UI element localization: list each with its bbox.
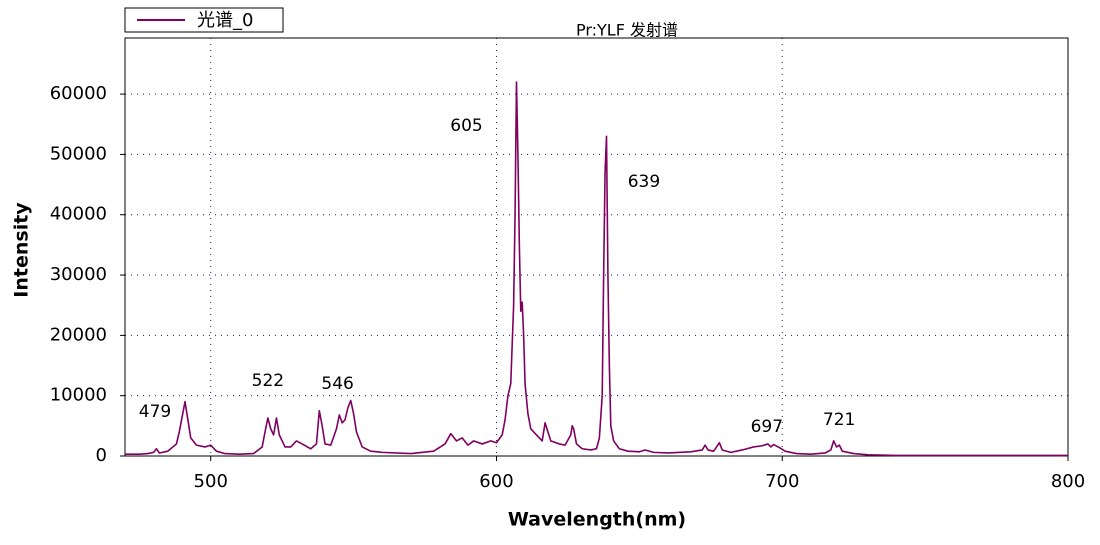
y-tick-label: 0 (96, 445, 107, 466)
spectrum-line (125, 81, 1068, 457)
x-tick-label: 500 (194, 471, 228, 492)
y-axis-label: Intensity (11, 202, 33, 298)
peak-annotation: 479 (139, 402, 171, 422)
chart-title: Pr:YLF 发射谱 (576, 21, 678, 40)
y-tick-label: 40000 (50, 204, 107, 225)
y-tick-label: 10000 (50, 385, 107, 406)
x-tick-label: 800 (1051, 471, 1085, 492)
peak-annotation: 522 (252, 371, 284, 391)
peak-annotation: 546 (321, 374, 353, 394)
legend-label: 光谱_0 (197, 10, 253, 31)
x-tick-label: 700 (765, 471, 799, 492)
x-tick-label: 600 (479, 471, 513, 492)
y-tick-label: 30000 (50, 264, 107, 285)
x-axis-label: Wavelength(nm) (508, 509, 686, 531)
peak-annotation: 721 (823, 410, 855, 430)
peak-annotation: 605 (450, 116, 482, 136)
y-tick-label: 50000 (50, 143, 107, 164)
y-tick-label: 60000 (50, 83, 107, 104)
plot-frame (124, 37, 1069, 457)
peak-annotation: 639 (628, 172, 660, 192)
peak-annotation: 697 (751, 417, 783, 437)
y-tick-label: 20000 (50, 324, 107, 345)
